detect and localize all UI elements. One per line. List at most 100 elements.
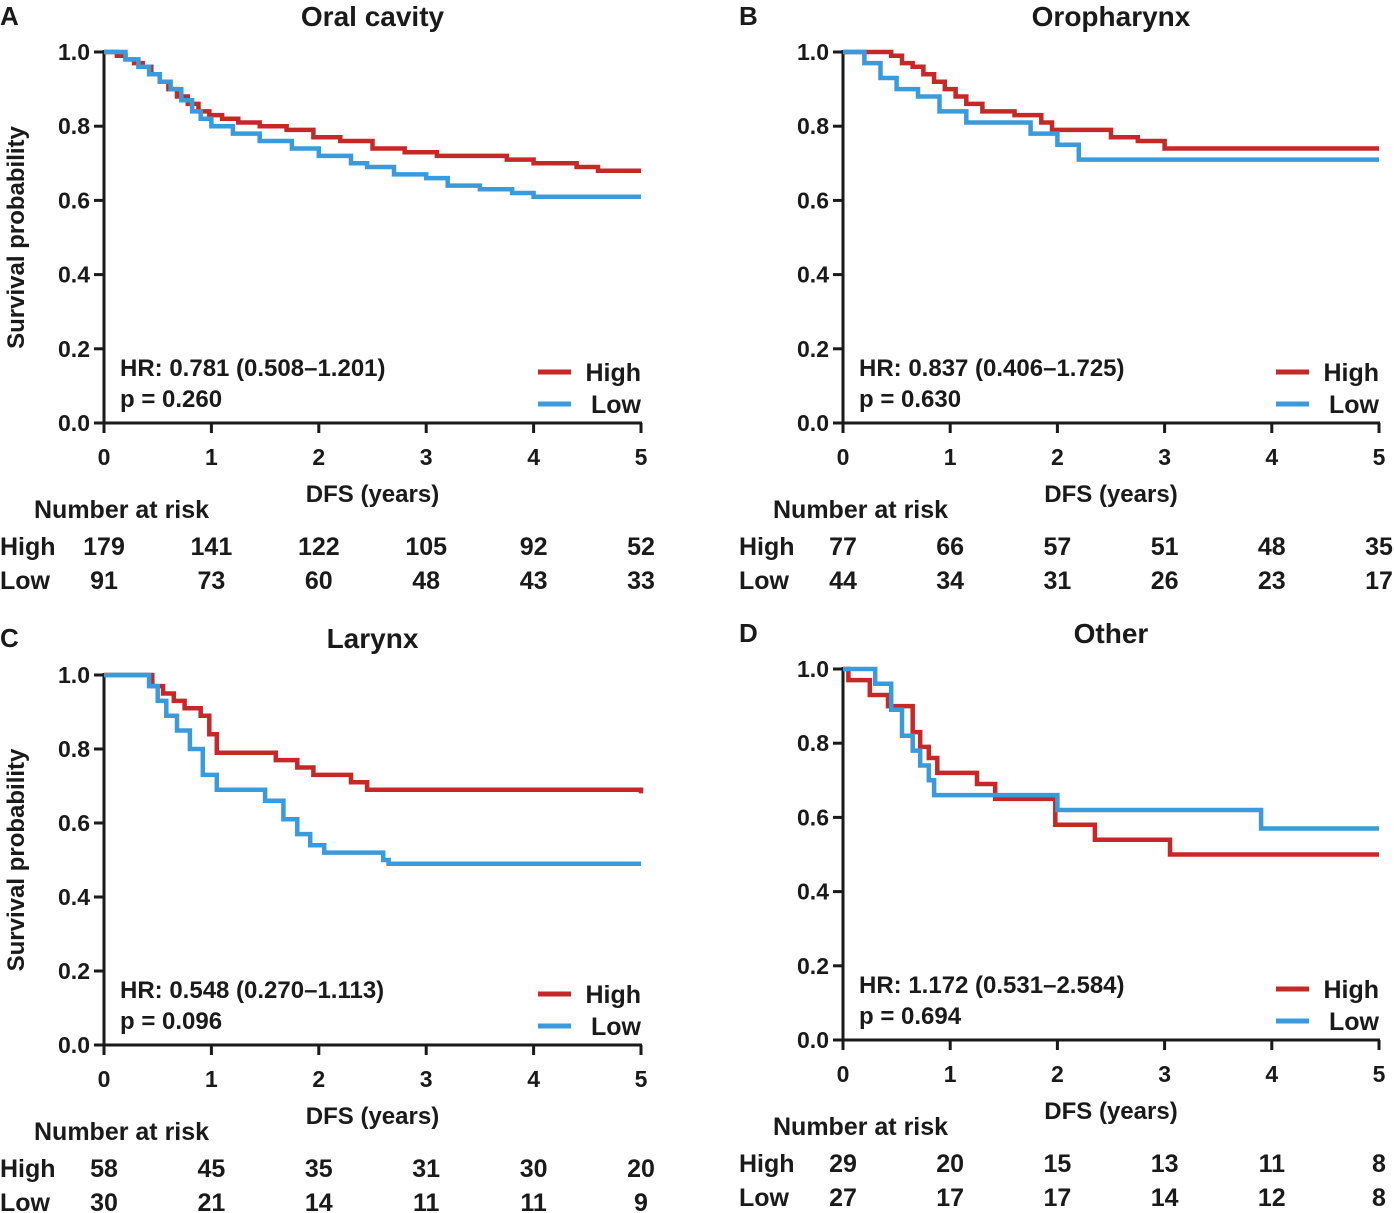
panel-c-hr-text: HR: 0.548 (0.270–1.113) — [120, 977, 384, 1004]
panel-d-y-tick-label: 1.0 — [797, 656, 829, 682]
panel-a-risk-value-high: 179 — [83, 533, 125, 561]
panel-c-p-value-text: p = 0.096 — [120, 1008, 222, 1035]
panel-c-risk-value-high: 31 — [412, 1155, 440, 1183]
panel-b-x-axis-label: DFS (years) — [1044, 481, 1177, 508]
panel-c-x-tick-label: 2 — [312, 1066, 325, 1092]
panel-a-risk-row-label-high: High — [0, 533, 56, 561]
panel-c-letter: C — [0, 623, 19, 653]
panel-d-risk-value-high: 15 — [1043, 1150, 1071, 1178]
panel-a-risk-value-low: 43 — [520, 567, 548, 595]
panel-c-x-tick-label: 0 — [98, 1066, 111, 1092]
panel-c-risk-value-high: 35 — [305, 1155, 333, 1183]
panel-b-x-tick-label: 5 — [1373, 444, 1386, 470]
panel-d-x-tick-label: 2 — [1051, 1061, 1064, 1087]
panel-c-risk-row-label-low: Low — [0, 1189, 51, 1213]
panel-d-series-low-line — [843, 666, 1379, 831]
panel-a-risk-value-low: 60 — [305, 567, 333, 595]
panel-b-x-tick-label: 0 — [837, 444, 850, 470]
panel-d-risk-value-low: 27 — [829, 1184, 857, 1212]
panel-d-x-tick-label: 1 — [944, 1061, 957, 1087]
panel-d-x-tick-label: 4 — [1265, 1061, 1278, 1087]
panel-d-risk-value-high: 29 — [829, 1150, 857, 1178]
panel-a-risk-title: Number at risk — [34, 496, 209, 524]
panel-a-risk-value-high: 92 — [520, 533, 548, 561]
panel-c-risk-value-low: 11 — [520, 1189, 547, 1213]
panel-d-letter: D — [739, 618, 758, 648]
panel-d-risk-value-high: 11 — [1259, 1150, 1286, 1178]
panel-d-y-tick-label: 0.0 — [797, 1027, 829, 1053]
panel-a-x-tick-label: 1 — [205, 444, 218, 470]
panel-a-risk-row-label-low: Low — [0, 567, 51, 595]
panel-c-risk-title: Number at risk — [34, 1118, 209, 1146]
panel-d-hr-text: HR: 1.172 (0.531–2.584) — [859, 972, 1125, 999]
panel-a-y-tick-label: 0.8 — [58, 113, 90, 139]
panel-b-x-tick-label: 2 — [1051, 444, 1064, 470]
panel-a-risk-value-low: 91 — [90, 567, 118, 595]
panel-d-risk-row-label-high: High — [739, 1150, 795, 1178]
panel-c-risk-value-low: 30 — [90, 1189, 118, 1213]
panel-c-risk-row-label-high: High — [0, 1155, 56, 1183]
panel-b-x-tick-label: 1 — [944, 444, 957, 470]
panel-c-y-tick-label: 1.0 — [58, 662, 90, 688]
panel-b-risk-value-low: 31 — [1043, 567, 1071, 595]
panel-b-risk-value-high: 57 — [1043, 533, 1071, 561]
panel-d-risk-value-low: 12 — [1258, 1184, 1286, 1212]
panel-c-y-tick-label: 0.4 — [58, 884, 90, 910]
panel-c-x-tick-label: 1 — [205, 1066, 218, 1092]
panel-c-series-high-line — [104, 672, 644, 794]
panel-c-x-tick-label: 5 — [635, 1066, 648, 1092]
panel-c-y-axis-label: Survival probability — [3, 748, 30, 971]
panel-a-y-tick-label: 0.0 — [58, 410, 90, 436]
panel-c-risk-value-high: 30 — [520, 1155, 548, 1183]
panel-d-x-tick-label: 0 — [837, 1061, 850, 1087]
panel-b-risk-value-low: 44 — [829, 567, 857, 595]
panel-a-x-tick-label: 5 — [635, 444, 648, 470]
panel-d-risk-row-label-low: Low — [739, 1184, 790, 1212]
panel-d-series-high-line — [843, 666, 1379, 857]
panel-b-series-high-line — [843, 49, 1379, 151]
panel-c-risk-value-low: 11 — [413, 1189, 440, 1213]
panel-c-legend-label-high: High — [585, 981, 641, 1009]
panel-b-y-tick-label: 0.0 — [797, 410, 829, 436]
panel-d-risk-value-low: 8 — [1372, 1184, 1386, 1212]
panel-a-legend-label-low: Low — [591, 391, 642, 419]
panel-c-y-tick-label: 0.8 — [58, 736, 90, 762]
panel-a-risk-value-low: 48 — [412, 567, 440, 595]
panel-b-hr-text: HR: 0.837 (0.406–1.725) — [859, 355, 1125, 382]
panel-a-risk-value-high: 52 — [627, 533, 655, 561]
panel-b-risk-title: Number at risk — [773, 496, 948, 524]
panel-a-y-tick-label: 0.6 — [58, 187, 90, 213]
panel-a-x-tick-label: 4 — [527, 444, 540, 470]
panel-d-risk-value-high: 13 — [1151, 1150, 1179, 1178]
panel-c-x-axis-label: DFS (years) — [306, 1103, 439, 1130]
panel-a-series-low-line — [104, 49, 641, 199]
panel-a-risk-value-high: 141 — [191, 533, 233, 561]
panel-d-title: Other — [1074, 618, 1149, 649]
panel-a-x-axis-label: DFS (years) — [306, 481, 439, 508]
panel-b-risk-row-label-low: Low — [739, 567, 790, 595]
panel-c-series-low-line — [104, 672, 641, 866]
panel-b-x-tick-label: 4 — [1265, 444, 1278, 470]
panel-b-y-tick-label: 0.2 — [797, 336, 829, 362]
panel-a-risk-value-low: 73 — [197, 567, 225, 595]
panel-c-x-tick-label: 4 — [527, 1066, 540, 1092]
panel-a-title: Oral cavity — [301, 1, 445, 32]
panel-c-y-tick-label: 0.6 — [58, 810, 90, 836]
panel-b-y-tick-label: 0.6 — [797, 187, 829, 213]
panel-b-p-value-text: p = 0.630 — [859, 386, 961, 413]
panel-b-risk-value-high: 77 — [829, 533, 857, 561]
panel-c-risk-value-low: 14 — [305, 1189, 333, 1213]
panel-d-risk-value-low: 17 — [936, 1184, 964, 1212]
panel-d-risk-value-low: 17 — [1043, 1184, 1071, 1212]
panel-a-x-tick-label: 3 — [420, 444, 433, 470]
panel-d-risk-value-high: 8 — [1372, 1150, 1386, 1178]
panel-a-y-axis-label: Survival probability — [3, 125, 30, 348]
panel-b-y-tick-label: 1.0 — [797, 39, 829, 65]
panel-c-risk-value-high: 58 — [90, 1155, 118, 1183]
panel-b-risk-value-low: 34 — [936, 567, 964, 595]
panel-d-y-tick-label: 0.6 — [797, 804, 829, 830]
panel-a-x-tick-label: 2 — [312, 444, 325, 470]
panel-c-risk-value-high: 45 — [197, 1155, 225, 1183]
panel-a-y-tick-label: 0.4 — [58, 262, 90, 288]
panel-b-risk-value-high: 51 — [1151, 533, 1179, 561]
